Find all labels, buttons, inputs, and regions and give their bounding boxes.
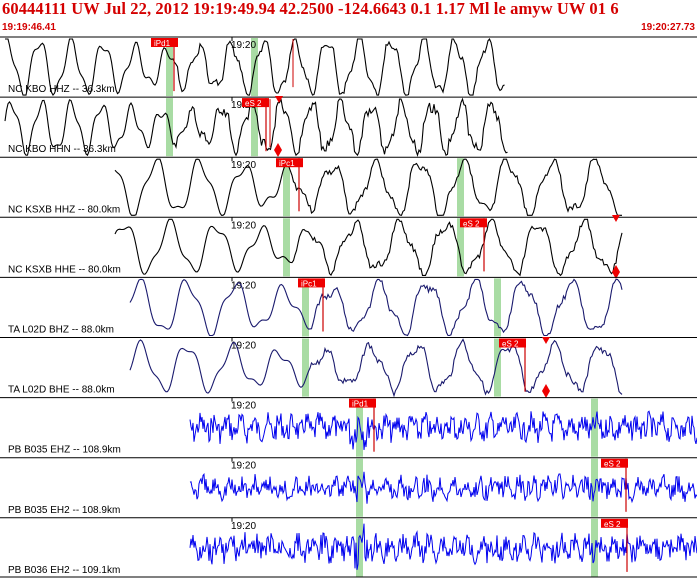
waveform <box>189 410 697 450</box>
window-band <box>494 278 501 337</box>
time-mark-label: 19:20 <box>231 160 256 171</box>
time-mark-label: 19:20 <box>231 461 256 472</box>
amplitude-triangle-icon <box>542 337 550 344</box>
window-band <box>457 218 464 277</box>
pick-label: eS 2 <box>502 340 519 349</box>
time-mark-label: 19:20 <box>231 341 256 352</box>
phase-pick[interactable]: iPc1 <box>276 158 303 212</box>
waveform <box>5 37 505 96</box>
waveform <box>114 158 622 216</box>
pick-label-box <box>349 398 376 408</box>
time-mark-label: 19:20 <box>231 40 256 51</box>
channel-label: PB B036 EH2 -- 109.1km <box>8 565 120 576</box>
pick-label: iPc1 <box>301 279 317 288</box>
phase-pick[interactable]: eS 2 <box>601 518 628 572</box>
pick-label: eS 2 <box>463 219 480 228</box>
start-time-label: 19:19:46.41 <box>2 22 56 33</box>
channel-label: PB B035 EH2 -- 108.9km <box>8 505 120 516</box>
channel-row[interactable]: 19:20 eS 2 TA L02D BHE -- 88.0km <box>0 337 697 398</box>
channel-label: NC KSXB HHE -- 80.0km <box>8 264 121 275</box>
channel-label: NC KSXB HHZ -- 80.0km <box>8 204 120 215</box>
event-title: 60444111 UW Jul 22, 2012 19:19:49.94 42.… <box>2 0 619 18</box>
event-header: 60444111 UW Jul 22, 2012 19:19:49.94 42.… <box>0 0 697 37</box>
amplitude-diamond-icon <box>274 143 282 157</box>
channel-row[interactable]: 19:20 eS 2 NC KSXB HHE -- 80.0km <box>0 215 697 279</box>
channel-row[interactable]: 19:20 eS 2 PB B036 EH2 -- 109.1km <box>0 517 697 577</box>
channel-label: NC KBO HHZ -- 36.3km <box>8 84 115 95</box>
pick-label: eS 2 <box>604 460 621 469</box>
channel-row[interactable]: 19:20 eS 2 PB B035 EH2 -- 108.9km <box>0 457 697 517</box>
waveform <box>189 471 697 504</box>
pick-label: eS 2 <box>245 99 262 108</box>
window-band <box>591 518 598 577</box>
window-band <box>302 278 309 337</box>
pick-label: eS 2 <box>604 520 621 529</box>
pick-label: iPd1 <box>154 39 171 48</box>
window-band <box>251 98 258 157</box>
waveform <box>129 338 623 398</box>
pick-label-box <box>499 338 526 348</box>
pick-label: iPc1 <box>279 159 295 168</box>
phase-pick[interactable]: eS 2 <box>242 98 269 152</box>
window-band <box>356 398 363 457</box>
window-band <box>457 158 464 217</box>
channel-label: TA L02D BHZ -- 88.0km <box>8 325 114 336</box>
window-band <box>283 218 290 277</box>
waveform <box>4 97 508 158</box>
waveform <box>189 523 697 570</box>
pick-label-box <box>151 38 178 47</box>
window-band <box>302 338 309 397</box>
phase-pick[interactable]: eS 2 <box>460 218 487 272</box>
amplitude-diamond-icon <box>612 265 620 279</box>
pick-label-box <box>460 218 487 228</box>
amplitude-diamond-icon <box>542 384 550 398</box>
waveform <box>114 218 623 277</box>
pick-label-box <box>276 158 303 168</box>
time-mark-label: 19:20 <box>231 220 256 231</box>
channel-label: NC KBO HHN -- 36.3km <box>8 144 116 155</box>
time-mark-label: 19:20 <box>231 401 256 412</box>
window-band <box>494 338 501 397</box>
channel-label: PB B035 EHZ -- 108.9km <box>8 445 121 456</box>
channel-row[interactable]: 19:20 iPc1 TA L02D BHZ -- 88.0km <box>0 276 697 337</box>
channel-label: TA L02D BHE -- 88.0km <box>8 385 115 396</box>
channel-row[interactable]: 19:20 iPd1 NC KBO HHZ -- 36.3km <box>0 36 697 97</box>
phase-pick[interactable]: eS 2 <box>499 338 526 392</box>
pick-label-box <box>298 278 325 288</box>
phase-pick[interactable]: iPc1 <box>298 278 325 332</box>
phase-pick[interactable]: eS 2 <box>601 458 628 512</box>
end-time-label: 19:20:27.73 <box>641 22 695 33</box>
channel-row[interactable]: 19:20 iPd1 PB B035 EHZ -- 108.9km <box>0 397 697 457</box>
waveform <box>129 278 623 337</box>
channel-row[interactable]: 19:20 iPc1 NC KSXB HHZ -- 80.0km <box>0 156 697 217</box>
pick-label: iPd1 <box>352 400 369 409</box>
window-band <box>356 458 363 517</box>
pick-label-box <box>601 518 628 528</box>
phase-pick[interactable]: iPd1 <box>349 398 376 452</box>
window-band <box>166 38 173 97</box>
pick-label-box <box>601 458 628 468</box>
amplitude-triangle-icon <box>612 215 620 222</box>
phase-pick[interactable]: iPd1 <box>151 38 178 92</box>
time-mark-label: 19:20 <box>231 280 256 291</box>
window-band <box>591 458 598 517</box>
window-band <box>283 158 290 217</box>
amplitude-triangle-icon <box>275 96 283 103</box>
time-mark-label: 19:20 <box>231 521 256 532</box>
pick-label-box <box>242 98 269 108</box>
window-band <box>356 518 363 577</box>
